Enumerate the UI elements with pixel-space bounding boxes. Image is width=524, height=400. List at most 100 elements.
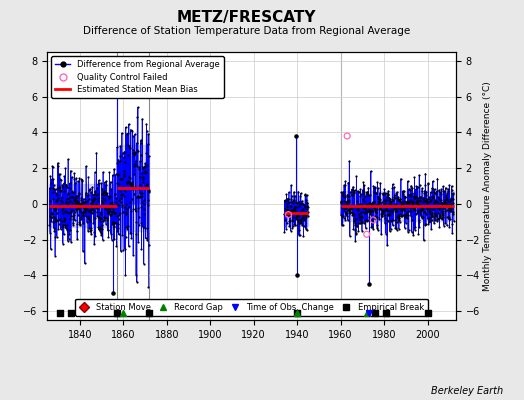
Point [370,204,378,210]
Point [388,185,397,191]
Point [108,203,116,210]
Point [368,219,377,225]
Point [439,205,447,212]
Point [421,192,430,199]
Point [445,203,454,210]
Point [350,189,358,195]
Point [143,162,151,168]
Point [46,246,54,252]
Point [364,191,373,198]
Point [54,226,63,232]
Point [136,190,144,196]
Point [388,196,396,202]
Point [395,196,403,203]
Point [91,189,100,196]
Point [351,226,359,233]
Point [108,199,116,206]
Point [433,194,442,200]
Point [293,217,302,223]
Point [63,196,71,202]
Point [60,180,68,186]
Point [375,199,383,205]
Point [141,169,150,175]
Point [361,218,369,224]
Point [364,184,373,191]
Point [356,186,365,192]
Point [359,191,368,197]
Point [138,116,146,122]
Point [392,227,401,233]
Point [401,194,409,201]
Point [97,232,105,238]
Point [141,235,150,242]
Point [388,181,397,187]
Point [76,221,84,228]
Point [400,193,409,199]
Point [57,197,65,203]
Point [363,208,372,215]
Point [440,200,449,207]
Point [52,197,61,204]
Point [341,194,350,200]
Point [372,208,380,215]
Point [280,197,289,204]
Point [135,164,143,171]
Point [440,188,449,194]
Point [102,205,111,211]
Point [439,183,447,190]
Point [354,205,362,211]
Point [341,182,349,188]
Point [300,210,309,216]
Point [80,199,88,206]
Point [133,194,141,200]
Point [123,206,131,212]
Point [66,194,74,200]
Point [110,210,118,216]
Point [56,171,64,178]
Point [83,204,91,210]
Point [446,208,454,214]
Point [124,152,132,159]
Point [104,234,113,240]
Point [290,188,298,195]
Point [447,194,455,201]
Point [92,200,100,207]
Point [389,203,398,210]
Point [419,194,428,201]
Point [95,218,104,224]
Point [416,209,424,216]
Point [287,207,296,214]
Point [145,189,153,196]
Point [144,131,152,137]
Point [111,210,119,216]
Point [51,252,59,259]
Point [78,178,86,184]
Point [432,212,440,218]
Point [436,212,444,218]
Point [337,222,346,228]
Point [74,202,83,208]
Point [423,310,432,316]
Point [438,200,446,207]
Point [429,206,437,212]
Point [377,210,386,217]
Point [410,204,418,210]
Point [424,181,432,187]
Point [104,193,112,200]
Point [358,196,367,203]
Point [52,202,60,209]
Point [425,208,434,214]
Point [352,203,360,209]
Point [368,207,376,214]
Point [378,209,387,216]
Point [379,197,388,204]
Point [344,207,352,214]
Point [86,218,94,224]
Point [103,207,111,213]
Point [80,199,89,205]
Point [134,205,142,211]
Point [413,200,422,207]
Point [419,199,428,206]
Point [132,272,140,278]
Point [390,202,399,208]
